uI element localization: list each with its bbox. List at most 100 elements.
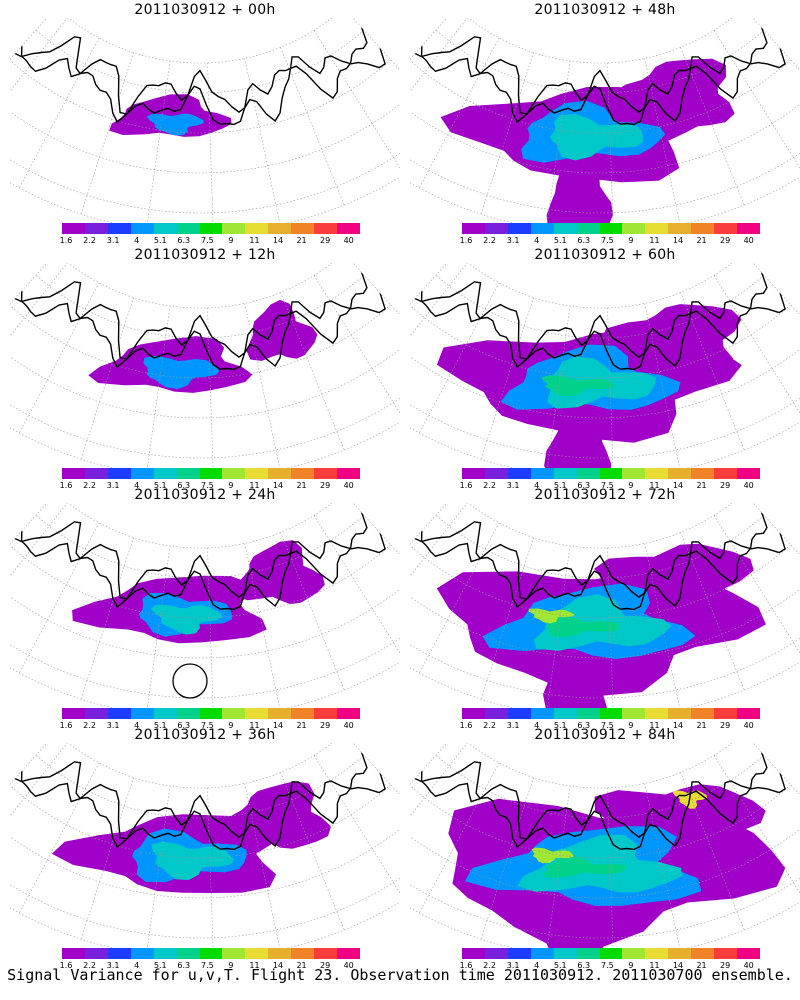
longitude-line — [680, 47, 745, 206]
colorbar-swatch — [107, 708, 131, 719]
longitude-line — [18, 37, 100, 189]
colorbar-tick-label: 5.1 — [153, 236, 167, 245]
longitude-line — [546, 545, 571, 715]
longitude-line — [607, 787, 614, 958]
colorbar-tick-label: 3.1 — [106, 481, 120, 490]
colorbar-tick-label: 6.3 — [577, 721, 591, 730]
colorbar-tick-label: 7.5 — [600, 236, 614, 245]
colorbar-tick-label: 1.6 — [459, 961, 473, 970]
colorbar-tick-label: 2.2 — [83, 236, 96, 245]
colorbar-swatch — [130, 223, 154, 234]
colorbar-swatch — [691, 223, 715, 234]
variance-contour — [516, 834, 682, 893]
panel-title: 2011030912 + 72h — [534, 487, 676, 503]
coastline — [14, 27, 368, 126]
forecast-panel: 2011030912 + 48h 1.6 2.2 3.1 4 5.1 6.3 7.5 9 11 14… — [410, 0, 800, 245]
colorbar-swatch — [507, 948, 531, 959]
colorbar-tick-label: 6.3 — [177, 721, 191, 730]
colorbar-swatch — [737, 948, 760, 959]
colorbar — [62, 468, 360, 479]
colorbar-swatch — [337, 223, 360, 234]
colorbar-tick-label: 1.6 — [59, 961, 73, 970]
coastline — [414, 512, 768, 611]
latitude-line — [435, 29, 765, 94]
colorbar-tick-label: 6.3 — [177, 481, 191, 490]
colorbar-tick-label: 4 — [134, 236, 140, 245]
colorbar-swatch — [645, 948, 669, 959]
colorbar-swatch — [153, 468, 177, 479]
variance-map — [10, 263, 400, 478]
coastline — [14, 752, 368, 851]
colorbar-tick-label: 2.2 — [83, 961, 96, 970]
longitude-line — [207, 62, 214, 233]
colorbar-labels: 1.6 2.2 3.1 4 5.1 6.3 7.5 9 11 14 21 29 40 — [459, 236, 760, 246]
colorbar-tick-label: 11 — [249, 236, 260, 245]
longitude-line — [80, 52, 134, 215]
colorbar — [62, 223, 360, 234]
colorbar-tick-label: 11 — [249, 961, 260, 970]
latitude-line — [410, 119, 800, 214]
longitude-line — [280, 532, 345, 691]
panel-title: 2011030912 + 24h — [134, 487, 276, 503]
colorbar-tick-label: 29 — [720, 961, 731, 970]
colorbar-tick-label: 29 — [320, 236, 331, 245]
colorbar-swatch — [199, 223, 223, 234]
colorbar-swatch — [268, 223, 292, 234]
longitude-line — [546, 60, 571, 230]
colorbar-swatch — [245, 223, 269, 234]
colorbar-tick-label: 2.2 — [483, 961, 496, 970]
colorbar-tick-label: 3.1 — [506, 721, 520, 730]
longitude-line — [480, 777, 534, 940]
variance-contour — [542, 857, 627, 878]
map-content — [410, 263, 800, 478]
colorbar-tick-label: 29 — [320, 721, 331, 730]
variance-map — [10, 743, 400, 958]
colorbar-tick-label: 9 — [628, 721, 634, 730]
colorbar-tick-label: 2.2 — [83, 481, 96, 490]
colorbar-tick-label: 14 — [272, 961, 284, 970]
colorbar-swatch — [222, 948, 246, 959]
colorbar-swatch — [337, 468, 360, 479]
colorbar-tick-label: 7.5 — [200, 961, 214, 970]
colorbar-tick-label: 2.2 — [483, 236, 496, 245]
colorbar-tick-label: 21 — [296, 721, 307, 730]
longitude-line — [313, 515, 400, 660]
panel-title: 2011030912 + 48h — [534, 2, 676, 18]
panel-title: 2011030912 + 36h — [134, 727, 276, 743]
figure-caption: Signal Variance for u,v,T. Flight 23. Ob… — [7, 966, 793, 984]
colorbar-swatch — [530, 223, 554, 234]
variance-contour — [546, 153, 613, 233]
colorbar-swatch — [62, 708, 85, 719]
colorbar-swatch — [462, 223, 485, 234]
colorbar-swatch — [291, 708, 315, 719]
colorbar-tick-label: 6.3 — [177, 236, 191, 245]
colorbar-swatch — [268, 468, 292, 479]
colorbar-tick-label: 1.6 — [459, 236, 473, 245]
colorbar-swatch — [222, 223, 246, 234]
colorbar-tick-label: 11 — [649, 721, 660, 730]
colorbar-tick-label: 5.1 — [153, 721, 167, 730]
colorbar-swatch — [530, 708, 554, 719]
colorbar — [462, 948, 760, 959]
colorbar-swatch — [737, 223, 760, 234]
variance-contour — [601, 304, 742, 377]
colorbar-tick-label: 21 — [296, 236, 307, 245]
colorbar-swatch — [691, 948, 715, 959]
colorbar-tick-label: 21 — [296, 961, 307, 970]
latitude-line — [410, 844, 800, 939]
longitude-line — [146, 785, 171, 955]
colorbar-swatch — [691, 468, 715, 479]
colorbar-tick-label: 29 — [720, 481, 731, 490]
latitude-line — [410, 814, 800, 899]
colorbar-tick-label: 1.6 — [59, 236, 73, 245]
longitude-line — [607, 547, 614, 718]
longitude-line — [680, 772, 745, 931]
latitude-line — [435, 514, 765, 579]
colorbar-tick-label: 4 — [534, 481, 540, 490]
colorbar — [462, 708, 760, 719]
colorbar-swatch — [484, 708, 508, 719]
latitude-line — [410, 59, 791, 134]
longitude-line — [207, 787, 214, 958]
colorbar-tick-label: 11 — [649, 481, 660, 490]
colorbar-tick-label: 14 — [272, 721, 284, 730]
